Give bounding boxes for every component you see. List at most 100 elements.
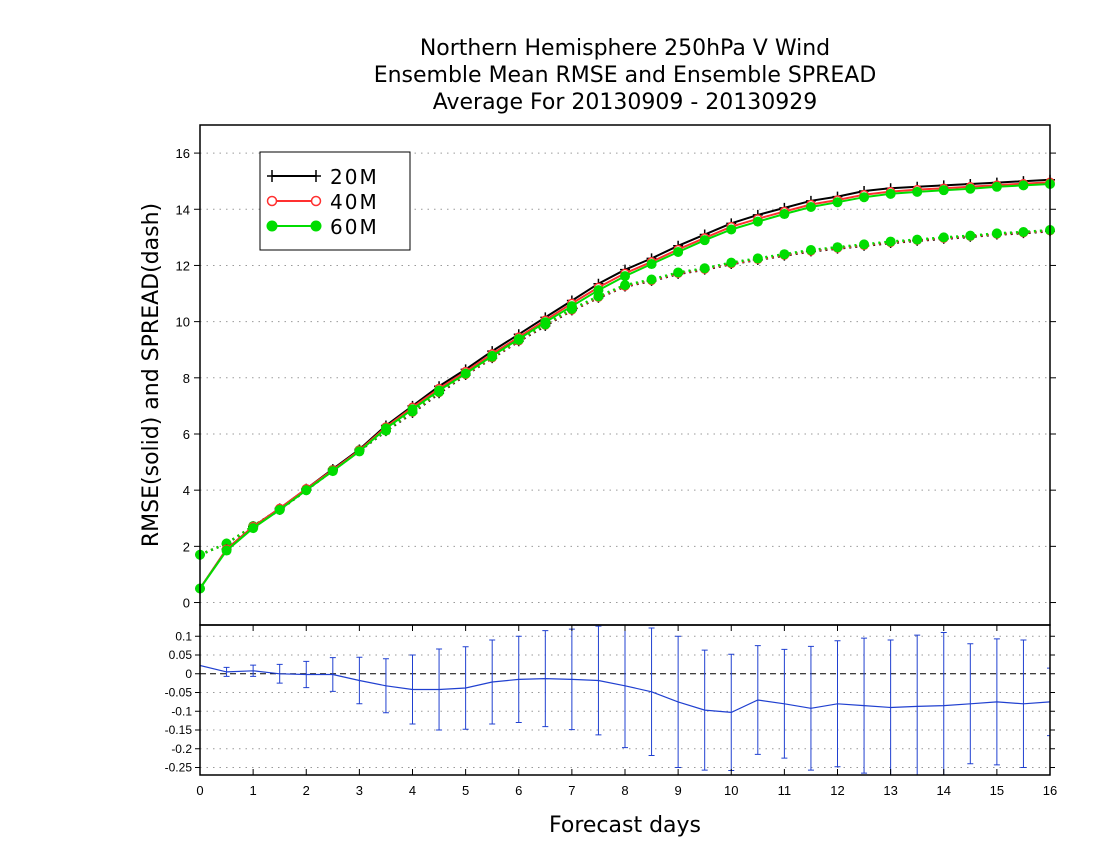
x-tick-label: 5 (462, 783, 469, 798)
data-point (912, 234, 923, 245)
data-point (566, 301, 577, 312)
data-point (991, 181, 1002, 192)
y-tick-label: 0.1 (175, 629, 192, 643)
data-point (726, 257, 737, 268)
data-point (779, 249, 790, 260)
x-tick-label: 1 (250, 783, 257, 798)
x-tick-label: 11 (778, 783, 792, 798)
data-point (912, 186, 923, 197)
data-point (885, 188, 896, 199)
data-point (752, 253, 763, 264)
data-point (1018, 180, 1029, 191)
y-tick-label: 2 (183, 539, 190, 554)
data-point (938, 185, 949, 196)
y-tick-label: 10 (176, 315, 190, 330)
data-point (832, 197, 843, 208)
y-tick-label: -0.05 (165, 686, 193, 700)
bottom-panel-frame (199, 624, 1051, 776)
data-point (699, 235, 710, 246)
x-tick-label: 9 (675, 783, 682, 798)
chart-title-line-2: Ensemble Mean RMSE and Ensemble SPREAD (373, 63, 877, 88)
data-point (859, 192, 870, 203)
difference-series (200, 625, 1050, 775)
y-tick-label: 12 (176, 258, 190, 273)
y-tick-label: 0 (185, 667, 192, 681)
y-tick-label: 6 (183, 427, 190, 442)
data-point (1018, 227, 1029, 238)
data-point (593, 285, 604, 296)
x-tick-label: 7 (568, 783, 575, 798)
chart-title-line-1: Northern Hemisphere 250hPa V Wind (419, 36, 831, 61)
data-point (221, 545, 232, 556)
data-point (487, 350, 498, 361)
data-point (832, 242, 843, 253)
chart-title-line-3: Average For 20130909 - 20130929 (432, 90, 818, 115)
x-tick-label: 15 (990, 783, 1004, 798)
x-tick-label: 16 (1043, 783, 1057, 798)
data-point (434, 385, 445, 396)
data-point (938, 232, 949, 243)
y-tick-label: -0.2 (171, 742, 192, 756)
x-tick-label: 6 (515, 783, 522, 798)
y-axis-label: RMSE(solid) and SPREAD(dash) (139, 203, 164, 547)
data-point (673, 267, 684, 278)
y-tick-label: 14 (176, 202, 190, 217)
data-point (407, 404, 418, 415)
data-point (726, 224, 737, 235)
x-tick-label: 8 (621, 783, 628, 798)
y-tick-label: -0.15 (165, 723, 193, 737)
x-axis-label: Forecast days (549, 813, 701, 838)
difference-line (200, 664, 1050, 714)
x-tick-label: 13 (883, 783, 897, 798)
data-point (646, 274, 657, 285)
y-tick-label: 16 (176, 146, 190, 161)
data-point (460, 368, 471, 379)
data-point (646, 259, 657, 270)
data-point (620, 271, 630, 282)
legend-label: 40M (330, 190, 379, 214)
y-tick-label: 0.05 (169, 648, 193, 662)
data-point (620, 280, 630, 291)
y-tick-label: 0 (183, 596, 190, 611)
legend-marker (311, 170, 321, 182)
data-point (779, 209, 790, 220)
y-tick-label: -0.1 (171, 704, 192, 718)
legend-marker (266, 220, 278, 232)
legend-label: 20M (330, 165, 379, 189)
y-tick-label: -0.25 (165, 761, 193, 775)
y-tick-label: 4 (183, 483, 190, 498)
data-point (513, 334, 524, 345)
x-tick-label: 10 (724, 783, 738, 798)
data-point (354, 446, 365, 457)
data-point (859, 239, 870, 250)
legend-marker (266, 195, 278, 207)
data-point (965, 183, 976, 194)
x-tick-label: 0 (196, 783, 203, 798)
series-60M-solid (195, 178, 1055, 594)
legend-label: 60M (330, 215, 379, 239)
data-point (301, 485, 312, 496)
data-point (885, 236, 896, 247)
data-point (540, 317, 551, 328)
data-point (673, 246, 684, 257)
data-point (380, 423, 391, 434)
data-point (805, 202, 816, 213)
data-point (752, 216, 763, 227)
x-tick-label: 2 (303, 783, 310, 798)
x-tick-label: 3 (356, 783, 363, 798)
data-point (327, 466, 338, 477)
data-point (805, 245, 816, 255)
data-point (248, 523, 259, 534)
legend-marker (267, 170, 277, 182)
data-point (991, 228, 1002, 239)
x-tick-label: 4 (409, 783, 416, 798)
data-point (965, 230, 976, 241)
x-tick-label: 12 (830, 783, 844, 798)
data-point (274, 504, 285, 515)
y-tick-label: 8 (183, 371, 190, 386)
legend-marker (310, 195, 322, 207)
x-tick-label: 14 (937, 783, 951, 798)
data-point (699, 263, 710, 274)
